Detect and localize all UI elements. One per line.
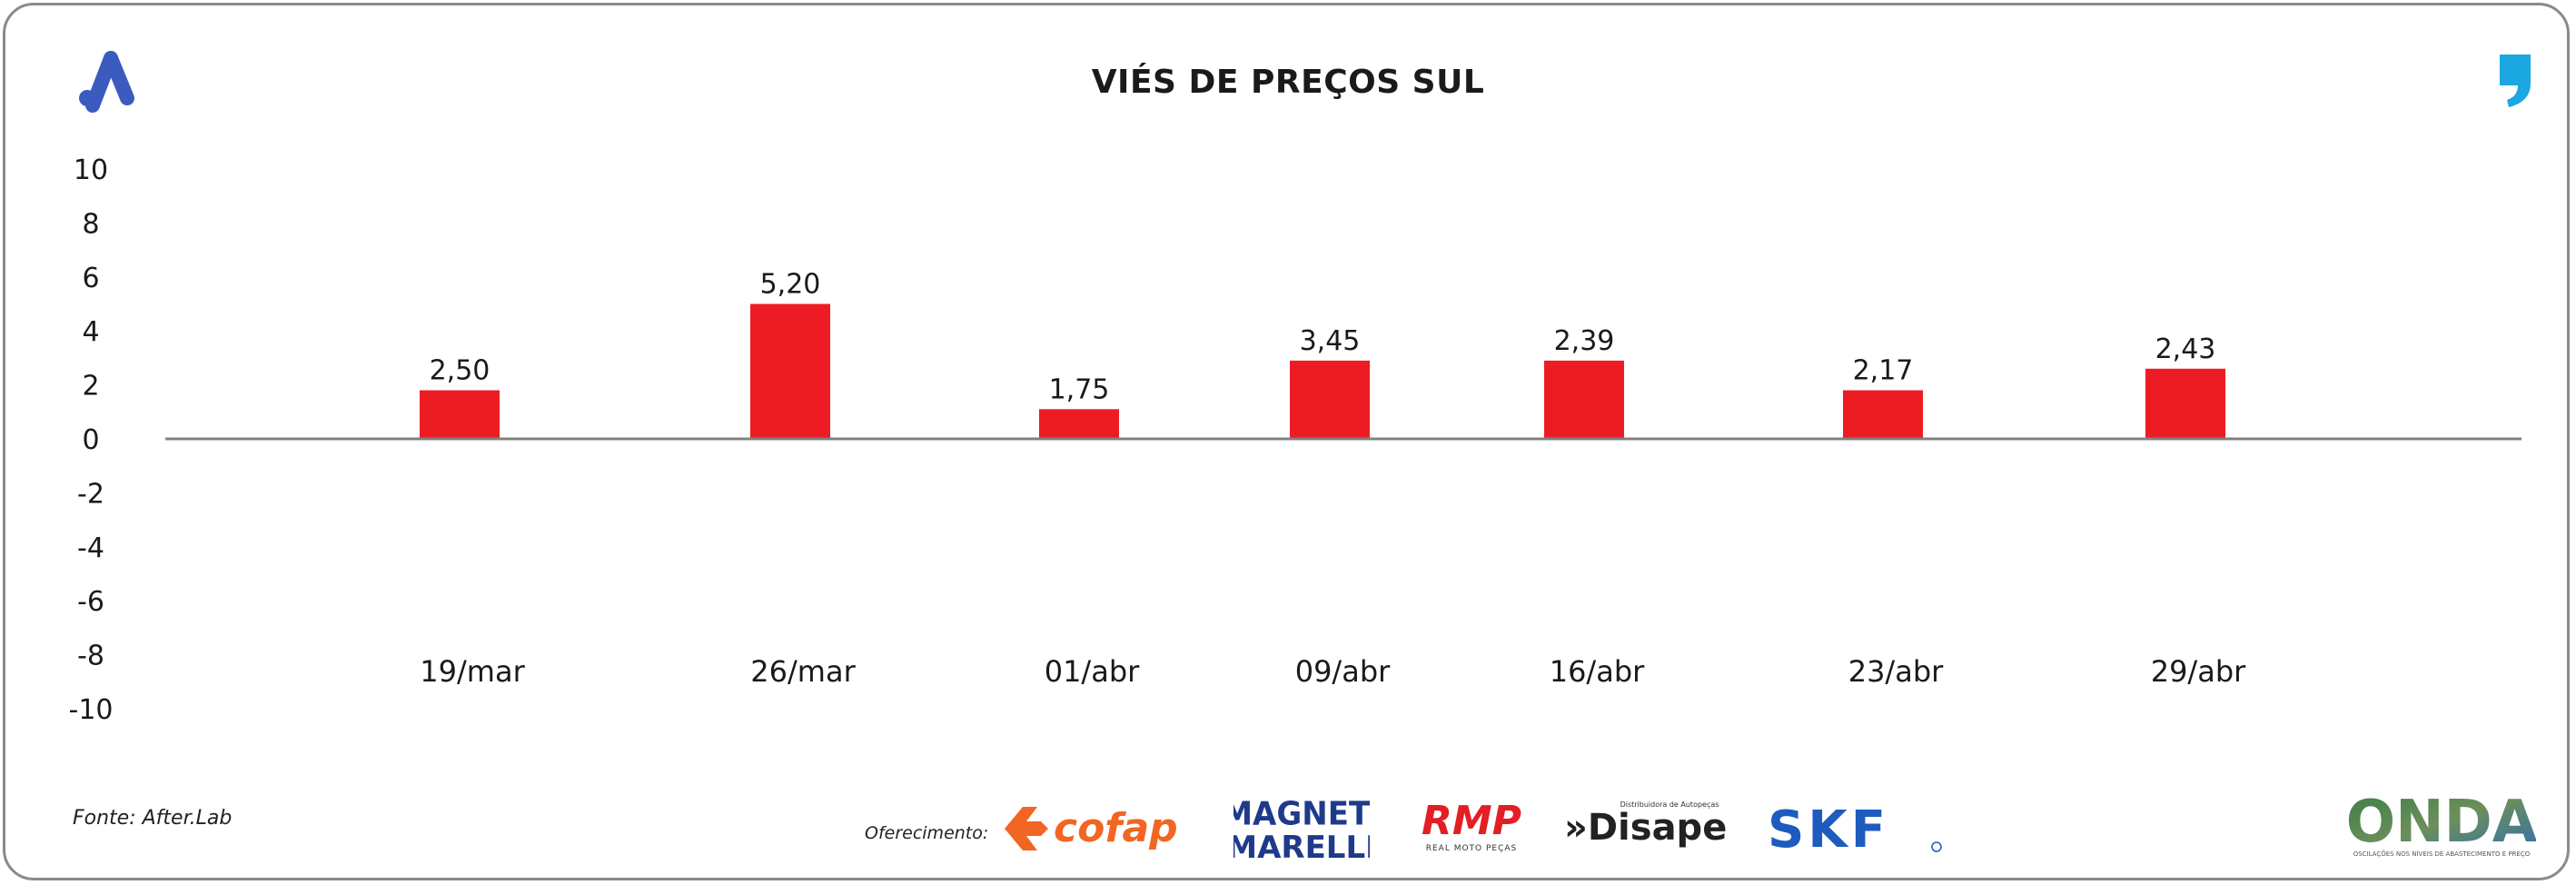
disape-subtext: Distribuidora de Autopeças [1620, 800, 1719, 809]
y-tick-label: -10 [69, 694, 114, 726]
y-tick-label: 8 [82, 208, 99, 240]
x-tick-label: 29/abr [2151, 654, 2246, 689]
data-label: 2,43 [2155, 333, 2216, 365]
data-label: 2,50 [430, 355, 490, 387]
y-tick-label: -2 [77, 478, 104, 510]
data-label: 2,39 [1554, 325, 1615, 357]
bar [1290, 360, 1370, 439]
rmp-text: RMP [1422, 798, 1521, 844]
onda-text: ONDA [2347, 789, 2536, 856]
skf-text: SKF [1768, 801, 1889, 852]
x-tick-label: 16/abr [1550, 654, 1645, 689]
x-tick-label: 23/abr [1848, 654, 1944, 689]
y-tick-label: 10 [74, 154, 108, 186]
x-tick-label: 19/mar [420, 654, 525, 689]
skf-logo: SKF [1768, 801, 1942, 852]
bar-chart: 10 8 6 4 2 0 -2 -4 -6 -8 -10 2,50 19/mar 5,20 26/mar 1,… [69, 154, 2522, 726]
magneti-marelli-logo: MAGNETI MARELLI [1234, 796, 1370, 865]
chart-title: VIÉS DE PREÇOS SUL [1091, 64, 1485, 101]
magneti-text: MAGNETI [1234, 796, 1370, 833]
cofap-text: cofap [1054, 805, 1178, 851]
y-tick-label: -8 [77, 641, 104, 672]
y-tick-label: 2 [82, 371, 99, 403]
bar [750, 303, 830, 439]
y-tick-label: 6 [82, 263, 99, 294]
bar [1039, 409, 1119, 439]
bar [1843, 390, 1923, 439]
y-tick-label: -4 [77, 532, 104, 564]
x-tick-label: 01/abr [1045, 654, 1140, 689]
rmp-logo: RMP REAL MOTO PEÇAS [1422, 798, 1521, 853]
y-tick-label: 4 [82, 316, 99, 348]
data-label: 2,17 [1853, 355, 1914, 387]
chart-frame [3, 3, 2570, 880]
x-tick-label: 26/mar [750, 654, 856, 689]
bar [420, 390, 500, 439]
rmp-subtext: REAL MOTO PEÇAS [1426, 844, 1518, 853]
quote-mark-icon [2500, 55, 2531, 107]
disape-text: »Disape [1564, 807, 1727, 849]
bar [2145, 368, 2225, 439]
disape-logo: Distribuidora de Autopeças »Disape [1564, 800, 1727, 849]
onda-subtext: OSCILAÇÕES NOS NÍVEIS DE ABASTECIMENTO E… [2353, 850, 2531, 858]
data-label: 1,75 [1049, 373, 1110, 405]
sponsor-label: Oferecimento: [865, 823, 989, 843]
data-label: 5,20 [760, 269, 821, 301]
marelli-text: MARELLI [1234, 830, 1370, 865]
y-tick-label: -6 [77, 586, 104, 618]
onda-logo: ONDA OSCILAÇÕES NOS NÍVEIS DE ABASTECIME… [2347, 789, 2536, 858]
x-tick-label: 09/abr [1295, 654, 1391, 689]
after-lab-a-icon [79, 51, 134, 113]
source-note: Fonte: After.Lab [73, 807, 233, 830]
cofap-logo: cofap [1005, 805, 1178, 851]
data-label: 3,45 [1300, 325, 1361, 357]
y-tick-label: 0 [82, 424, 99, 456]
bar [1544, 360, 1624, 439]
